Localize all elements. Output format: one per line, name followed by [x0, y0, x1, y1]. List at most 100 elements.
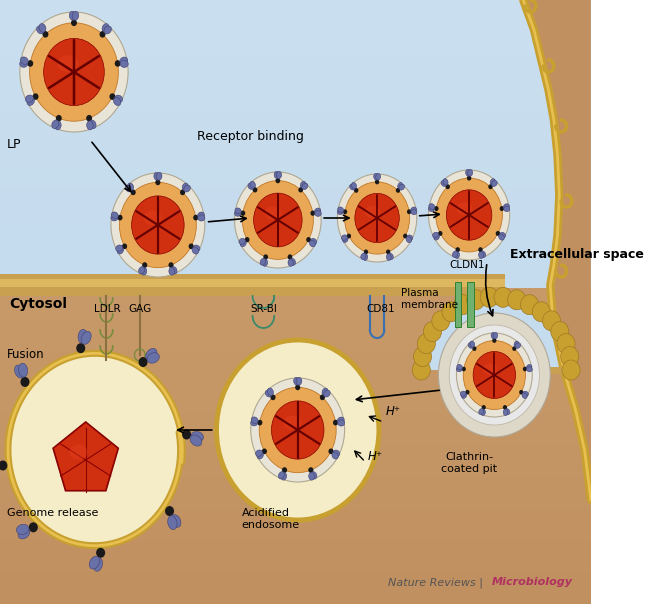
Ellipse shape: [398, 182, 403, 189]
Ellipse shape: [239, 239, 246, 244]
Ellipse shape: [37, 26, 44, 34]
Bar: [0, 279, 505, 287]
Ellipse shape: [14, 365, 25, 378]
Bar: [0, 187, 591, 205]
Circle shape: [428, 170, 510, 260]
Ellipse shape: [309, 472, 314, 480]
Ellipse shape: [301, 181, 306, 188]
Ellipse shape: [86, 121, 93, 130]
Circle shape: [467, 176, 472, 181]
Circle shape: [257, 420, 263, 425]
Polygon shape: [428, 305, 564, 370]
Bar: [0, 37, 591, 56]
Ellipse shape: [399, 184, 405, 190]
Circle shape: [44, 39, 104, 106]
Ellipse shape: [337, 209, 343, 214]
Bar: [0, 351, 591, 383]
Circle shape: [337, 174, 417, 262]
Ellipse shape: [260, 259, 266, 265]
Ellipse shape: [474, 352, 496, 373]
Ellipse shape: [113, 97, 121, 106]
Ellipse shape: [69, 445, 88, 460]
Circle shape: [96, 548, 105, 557]
Circle shape: [503, 405, 507, 410]
Ellipse shape: [480, 251, 485, 257]
Ellipse shape: [89, 556, 100, 569]
Ellipse shape: [182, 183, 188, 191]
Circle shape: [307, 237, 311, 242]
Circle shape: [500, 206, 504, 211]
Circle shape: [155, 179, 160, 185]
Text: Cytosol: Cytosol: [9, 297, 67, 311]
Circle shape: [345, 182, 409, 254]
Bar: [0, 149, 591, 168]
Text: Acidified
endosome: Acidified endosome: [242, 509, 300, 530]
Bar: [0, 243, 591, 262]
Text: Clathrin-
coated pit: Clathrin- coated pit: [441, 452, 497, 474]
Circle shape: [396, 188, 400, 193]
Ellipse shape: [429, 204, 435, 210]
Ellipse shape: [255, 450, 263, 457]
Circle shape: [29, 522, 38, 532]
Ellipse shape: [355, 194, 379, 216]
Ellipse shape: [132, 196, 160, 222]
Ellipse shape: [16, 524, 29, 535]
Ellipse shape: [411, 207, 417, 213]
Ellipse shape: [276, 172, 282, 179]
Bar: [0, 446, 591, 478]
Ellipse shape: [311, 472, 317, 479]
Text: LDLR: LDLR: [94, 304, 121, 314]
Ellipse shape: [265, 207, 282, 220]
Bar: [0, 541, 591, 573]
Bar: [0, 224, 591, 243]
Circle shape: [259, 387, 336, 473]
Circle shape: [480, 288, 498, 307]
Ellipse shape: [470, 341, 475, 347]
Ellipse shape: [373, 173, 379, 180]
Ellipse shape: [468, 342, 474, 349]
Ellipse shape: [500, 233, 506, 238]
Ellipse shape: [251, 420, 257, 426]
Text: CLDN1: CLDN1: [449, 260, 485, 270]
Circle shape: [442, 302, 460, 322]
Ellipse shape: [267, 388, 273, 396]
Circle shape: [561, 347, 579, 367]
Circle shape: [473, 352, 515, 399]
Circle shape: [320, 394, 325, 400]
Ellipse shape: [190, 435, 202, 446]
Ellipse shape: [293, 378, 299, 385]
Circle shape: [494, 288, 512, 307]
Ellipse shape: [235, 208, 241, 214]
Ellipse shape: [343, 237, 348, 243]
Ellipse shape: [27, 97, 35, 106]
Ellipse shape: [248, 183, 254, 190]
Ellipse shape: [20, 57, 28, 65]
Circle shape: [43, 31, 48, 37]
Circle shape: [557, 333, 575, 353]
Ellipse shape: [111, 214, 118, 221]
Ellipse shape: [460, 391, 466, 396]
Ellipse shape: [184, 185, 191, 192]
Circle shape: [508, 290, 526, 310]
Circle shape: [298, 187, 303, 193]
Bar: [0, 75, 591, 94]
Bar: [0, 288, 591, 604]
Bar: [0, 320, 591, 351]
Circle shape: [117, 215, 122, 220]
Ellipse shape: [145, 349, 157, 360]
Ellipse shape: [157, 172, 162, 180]
Ellipse shape: [352, 182, 356, 189]
Circle shape: [434, 206, 439, 211]
Circle shape: [282, 467, 287, 473]
Circle shape: [364, 249, 368, 254]
Text: Nature Reviews |: Nature Reviews |: [388, 577, 487, 588]
Ellipse shape: [193, 245, 200, 251]
Circle shape: [76, 343, 85, 353]
Circle shape: [523, 367, 527, 371]
Circle shape: [132, 196, 184, 254]
Ellipse shape: [169, 268, 174, 275]
Circle shape: [119, 182, 196, 268]
Circle shape: [253, 193, 302, 247]
Ellipse shape: [168, 516, 177, 530]
Ellipse shape: [434, 234, 440, 240]
